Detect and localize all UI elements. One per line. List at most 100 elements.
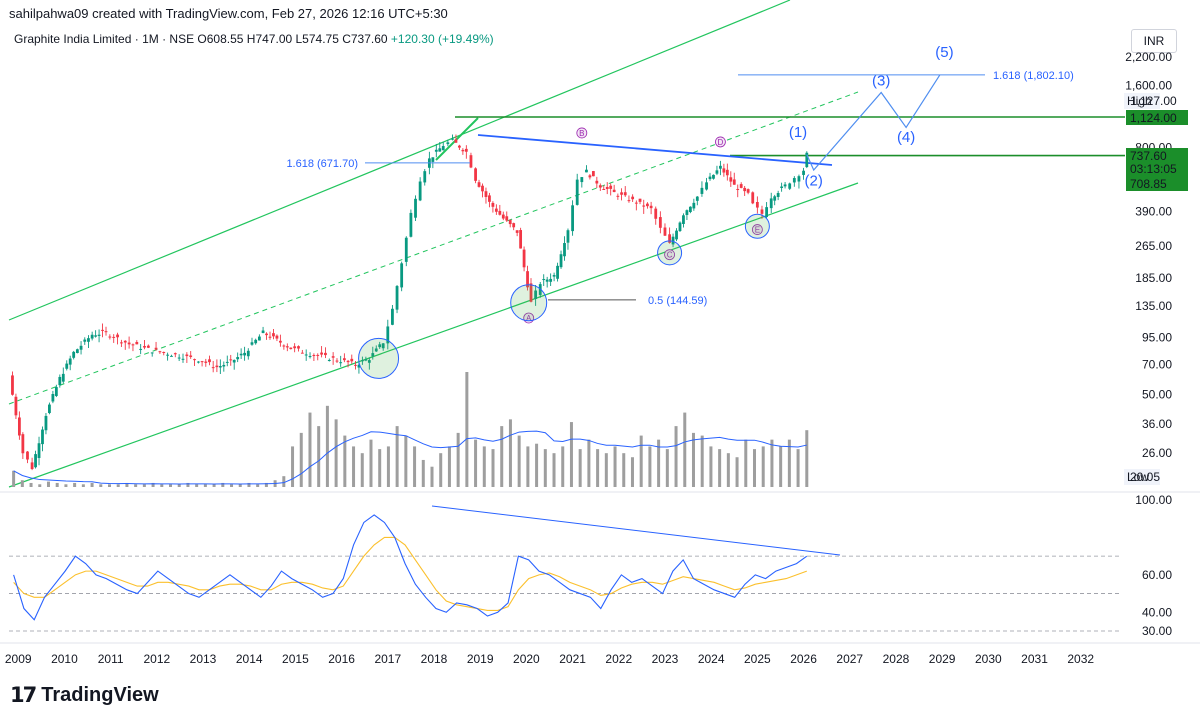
- candle-body: [254, 339, 258, 344]
- candle-body: [736, 188, 740, 190]
- rsi-tick: 100.00: [1135, 493, 1172, 507]
- prev-close-badge-value: 708.85: [1130, 177, 1167, 191]
- volume-bar: [700, 435, 704, 487]
- volume-bar: [299, 432, 303, 487]
- volume-bar: [779, 446, 783, 487]
- volume-bar: [230, 484, 234, 487]
- candle-body: [225, 361, 229, 363]
- candle-body: [162, 351, 166, 353]
- candle-body: [58, 376, 62, 386]
- volume-bar: [674, 426, 678, 487]
- candle-body: [418, 181, 422, 201]
- volume-bar: [796, 449, 800, 487]
- candle-body: [477, 182, 481, 187]
- candle-body: [289, 347, 293, 350]
- candle-body: [48, 404, 51, 414]
- candle-body: [580, 177, 584, 183]
- highlight-circle: [657, 240, 683, 266]
- tradingview-logo[interactable]: 17 TradingView: [10, 683, 159, 707]
- volume-bar: [160, 484, 164, 487]
- candle-body: [135, 341, 139, 345]
- volume-bar: [569, 422, 573, 487]
- candle-body: [559, 254, 563, 268]
- volume-bar: [291, 446, 295, 487]
- candle-body: [566, 230, 570, 243]
- candle-body: [526, 271, 529, 288]
- candle-body: [729, 177, 733, 182]
- candle-body: [488, 195, 491, 202]
- candle-body: [654, 208, 658, 219]
- volume-bar: [761, 446, 765, 487]
- volume-bar: [535, 443, 539, 487]
- price-tick: 70.00: [1142, 358, 1172, 372]
- volume-bar: [447, 446, 451, 487]
- candle-body: [805, 152, 809, 168]
- pattern-label-c: C: [667, 251, 673, 260]
- volume-bar: [613, 446, 617, 487]
- volume-bar: [360, 453, 364, 487]
- volume-bar: [151, 482, 155, 487]
- volume-bar: [735, 457, 739, 487]
- year-label-2025: 2025: [744, 652, 771, 666]
- volume-bar: [116, 484, 120, 487]
- candle-body: [44, 415, 48, 431]
- volume-bar: [413, 446, 417, 487]
- candle-body: [602, 188, 606, 190]
- volume-bar: [526, 446, 530, 487]
- candle-body: [682, 215, 685, 224]
- volume-bar: [596, 449, 600, 487]
- volume-bar: [90, 482, 94, 487]
- candle-body: [712, 174, 715, 179]
- volume-bar: [491, 449, 495, 487]
- candle-body: [282, 345, 286, 347]
- price-tick: 1,600.00: [1125, 79, 1172, 93]
- volume-bar: [142, 484, 146, 487]
- year-label-2028: 2028: [883, 652, 910, 666]
- volume-bar: [212, 484, 216, 487]
- candle-body: [542, 279, 546, 281]
- candle-body: [364, 359, 368, 361]
- candle-body: [65, 363, 69, 369]
- candle-body: [360, 360, 364, 362]
- volume-bar: [81, 484, 85, 487]
- candle-body: [116, 334, 119, 338]
- candle-body: [620, 192, 623, 195]
- wave-label: (1): [789, 124, 807, 141]
- volume-bar: [186, 482, 190, 487]
- volume-bar: [683, 412, 687, 487]
- pattern-point-b: [576, 127, 588, 139]
- rsi-tick: 30.00: [1142, 624, 1172, 638]
- symbol-name[interactable]: Graphite India Limited · 1M · NSE: [14, 32, 195, 46]
- year-label-2018: 2018: [421, 652, 448, 666]
- change-value: +120.30 (+19.49%): [390, 32, 494, 46]
- candle-body: [215, 365, 219, 368]
- candle-body: [743, 187, 747, 192]
- candle-body: [658, 217, 662, 228]
- candle-body: [123, 340, 127, 343]
- candle-body: [642, 205, 646, 207]
- volume-bar: [709, 446, 713, 487]
- volume-bar: [465, 372, 469, 487]
- candle-body: [404, 237, 408, 262]
- candle-body: [150, 352, 154, 354]
- price-tick: 135.00: [1135, 299, 1172, 313]
- candle-body: [505, 216, 509, 221]
- candle-body: [792, 178, 796, 183]
- year-label-2012: 2012: [143, 652, 170, 666]
- volume-bar: [99, 484, 103, 487]
- currency-selector[interactable]: INR: [1131, 29, 1177, 53]
- volume-bar: [508, 419, 512, 487]
- candle-body: [272, 333, 275, 337]
- volume-bar: [203, 484, 207, 487]
- volume-bar: [282, 476, 286, 487]
- highlight-circle: [358, 337, 400, 379]
- candle-body: [409, 212, 413, 237]
- wave-label: (2): [805, 173, 823, 190]
- candle-body: [232, 359, 236, 363]
- volume-bar: [430, 466, 434, 487]
- pattern-label-b: B: [579, 129, 584, 138]
- candle-body: [627, 200, 631, 202]
- candle-body: [104, 331, 108, 333]
- candle-body: [293, 346, 297, 349]
